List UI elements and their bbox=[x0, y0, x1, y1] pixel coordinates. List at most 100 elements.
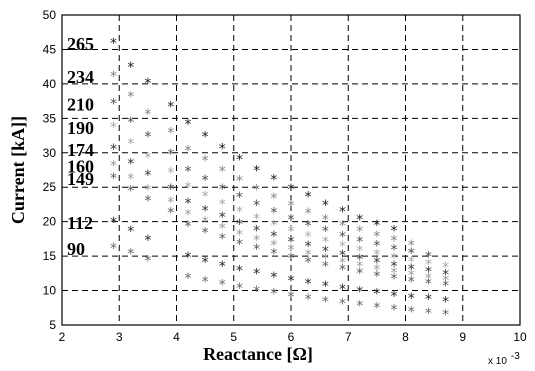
data-point: * bbox=[425, 292, 432, 308]
data-point: * bbox=[391, 251, 398, 267]
data-point: * bbox=[167, 205, 174, 221]
data-point: * bbox=[253, 212, 260, 228]
data-point: * bbox=[236, 174, 243, 190]
data-point: * bbox=[167, 125, 174, 141]
data-point: * bbox=[305, 247, 312, 263]
data-point: * bbox=[270, 218, 277, 234]
data-point: * bbox=[288, 199, 295, 215]
series-label-234: 234 bbox=[67, 67, 94, 87]
data-point: * bbox=[184, 271, 191, 287]
data-point: * bbox=[144, 194, 151, 210]
data-point: * bbox=[184, 207, 191, 223]
data-point: * bbox=[356, 252, 363, 268]
data-point: * bbox=[339, 282, 346, 298]
data-point: * bbox=[442, 278, 449, 294]
data-point: * bbox=[339, 248, 346, 264]
data-point: * bbox=[144, 107, 151, 123]
data-point: * bbox=[236, 152, 243, 168]
data-point: * bbox=[356, 224, 363, 240]
data-point: * bbox=[391, 234, 398, 250]
data-point: * bbox=[202, 274, 209, 290]
data-point: * bbox=[322, 224, 329, 240]
data-point: * bbox=[127, 183, 134, 199]
data-point: * bbox=[305, 190, 312, 206]
x-multiplier-exponent: -3 bbox=[511, 351, 520, 362]
series-label-112: 112 bbox=[67, 213, 93, 233]
data-point: * bbox=[322, 244, 329, 260]
data-point: * bbox=[219, 164, 226, 180]
data-point: * bbox=[373, 256, 380, 272]
data-point: * bbox=[219, 182, 226, 198]
data-point: * bbox=[391, 265, 398, 281]
data-point: * bbox=[408, 262, 415, 278]
data-point: * bbox=[288, 224, 295, 240]
y-tick-label: 25 bbox=[43, 180, 57, 194]
data-point: * bbox=[270, 229, 277, 245]
data-point: * bbox=[391, 289, 398, 305]
data-point: * bbox=[425, 265, 432, 281]
data-point: * bbox=[322, 212, 329, 228]
data-point: * bbox=[202, 154, 209, 170]
data-point: * bbox=[253, 198, 260, 214]
series-label-174: 174 bbox=[67, 140, 94, 160]
y-tick-label: 10 bbox=[43, 284, 57, 298]
data-point: * bbox=[184, 196, 191, 212]
data-point: * bbox=[127, 247, 134, 263]
data-point: * bbox=[356, 285, 363, 301]
data-point: * bbox=[408, 305, 415, 321]
data-point: * bbox=[373, 229, 380, 245]
data-point: * bbox=[253, 284, 260, 300]
data-point: * bbox=[442, 294, 449, 310]
grid-lines bbox=[62, 15, 520, 325]
data-point: * bbox=[373, 247, 380, 263]
data-point: * bbox=[219, 197, 226, 213]
plot-frame bbox=[61, 14, 521, 326]
data-point: * bbox=[339, 218, 346, 234]
data-point: * bbox=[322, 234, 329, 250]
data-point: * bbox=[408, 254, 415, 270]
data-point: * bbox=[110, 241, 117, 257]
data-point: * bbox=[288, 243, 295, 259]
data-point: * bbox=[356, 266, 363, 282]
data-point: * bbox=[236, 190, 243, 206]
data-point: * bbox=[110, 171, 117, 187]
data-point: * bbox=[391, 243, 398, 259]
data-point: * bbox=[391, 259, 398, 275]
data-point: * bbox=[127, 60, 134, 76]
data-point: * bbox=[305, 239, 312, 255]
data-point: * bbox=[219, 278, 226, 294]
data-point: * bbox=[219, 210, 226, 226]
data-point: * bbox=[288, 251, 295, 267]
data-point: * bbox=[127, 137, 134, 153]
data-point: * bbox=[442, 307, 449, 323]
x-tick-labels: 2 3 4 5 6 7 8 9 10 bbox=[59, 330, 527, 344]
data-point: * bbox=[144, 150, 151, 166]
x-tick-label: 8 bbox=[402, 330, 409, 344]
data-point: * bbox=[110, 69, 117, 85]
data-point: * bbox=[144, 76, 151, 92]
data-point: * bbox=[425, 306, 432, 322]
data-point: * bbox=[339, 256, 346, 272]
data-point: * bbox=[270, 270, 277, 286]
x-multiplier-base: x 10 bbox=[488, 356, 507, 367]
data-point: * bbox=[288, 274, 295, 290]
data-point: * bbox=[288, 234, 295, 250]
data-points: *********** ** * * * *********** * * * * * * * ******… bbox=[110, 36, 449, 323]
y-tick-label: 40 bbox=[43, 77, 57, 91]
data-point: * bbox=[270, 205, 277, 221]
y-tick-label: 30 bbox=[43, 146, 57, 160]
y-tick-label: 20 bbox=[43, 215, 57, 229]
data-point: * bbox=[253, 267, 260, 283]
data-point: * bbox=[144, 233, 151, 249]
data-point: * bbox=[184, 180, 191, 196]
data-point: * bbox=[425, 249, 432, 265]
data-point: * bbox=[236, 237, 243, 253]
data-point: * bbox=[356, 259, 363, 275]
data-point: * bbox=[144, 130, 151, 146]
data-point: * bbox=[184, 117, 191, 133]
data-point: * bbox=[270, 238, 277, 254]
y-tick-labels: 5 10 15 20 25 30 35 40 45 50 bbox=[43, 8, 57, 332]
data-point: * bbox=[408, 238, 415, 254]
data-point: * bbox=[305, 206, 312, 222]
